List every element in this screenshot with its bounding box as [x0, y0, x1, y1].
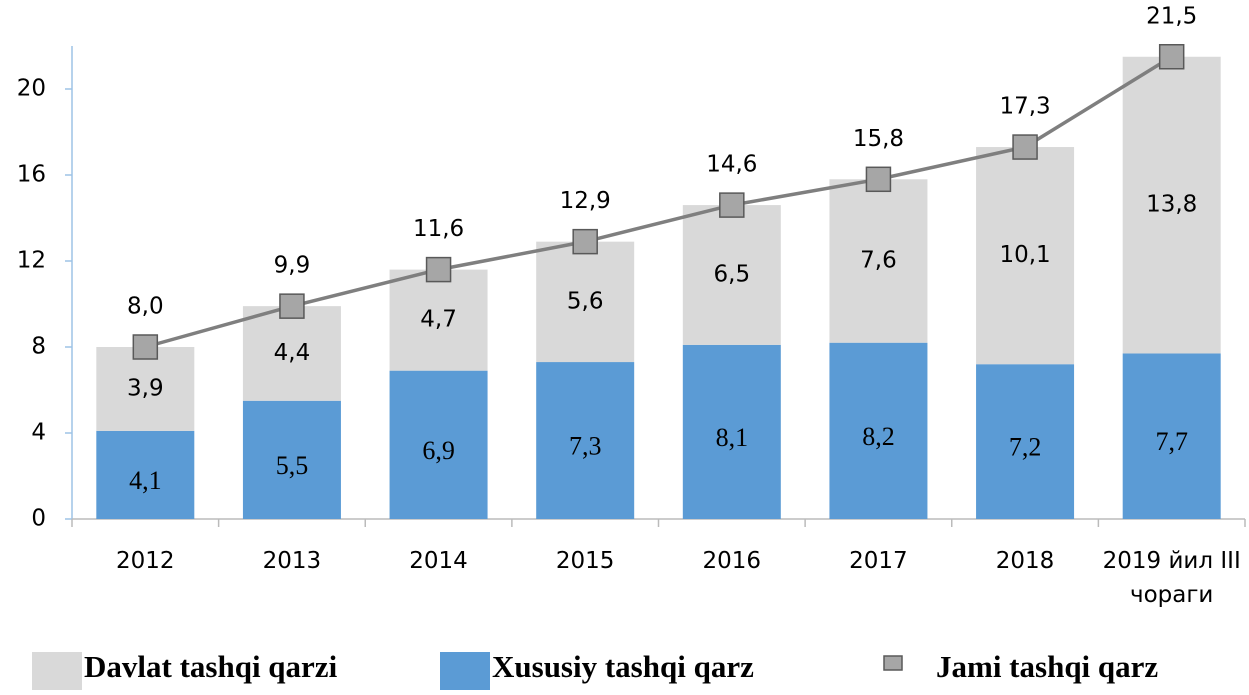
data-label: 17,3	[999, 94, 1050, 120]
data-label: 11,6	[413, 216, 464, 242]
data-label: 6,9	[422, 436, 455, 465]
data-label: 8,0	[127, 294, 164, 320]
bar-segment	[682, 344, 781, 519]
x-tick-label: 2017	[849, 548, 908, 574]
legend-swatch	[883, 655, 903, 671]
bar-segment	[976, 147, 1075, 365]
line-marker	[865, 166, 892, 193]
x-tick-label: 2013	[262, 548, 322, 574]
line-marker	[1012, 134, 1038, 160]
legend-label: Davlat tashqi qarzi	[84, 649, 338, 684]
bar-segment	[96, 430, 195, 519]
bar-segment	[389, 269, 488, 371]
data-label: 5,6	[567, 288, 604, 314]
y-tick-label: 8	[31, 334, 46, 360]
legend-swatch	[32, 652, 82, 690]
data-label: 13,8	[1146, 192, 1197, 218]
bar-segment	[536, 362, 635, 519]
x-tick-label: 2012	[116, 548, 175, 574]
x-tick-label: 2014	[409, 548, 468, 574]
y-tick-label: 12	[17, 248, 46, 274]
total-line	[144, 55, 1173, 349]
bar-segment	[829, 179, 928, 343]
bar-segment	[96, 347, 195, 431]
y-tick-label: 0	[31, 506, 46, 532]
line-marker	[425, 256, 452, 283]
y-tick-label: 20	[17, 76, 46, 102]
legend-label: Jami tashqi qarz	[936, 649, 1158, 684]
x-tick-label: 2016	[702, 548, 762, 574]
data-label: 9,9	[274, 253, 311, 279]
data-label: 8,1	[716, 423, 749, 452]
line-marker	[132, 334, 159, 360]
bar-segment	[242, 306, 341, 401]
data-label: 10,1	[999, 242, 1050, 268]
x-tick-label: 2019 йил III чораги	[1102, 548, 1241, 608]
bar-segment	[1122, 353, 1221, 519]
data-label: 4,4	[274, 340, 311, 366]
data-label: 4,1	[129, 466, 162, 495]
data-label: 4,7	[420, 307, 457, 333]
data-label: 14,6	[706, 152, 757, 178]
data-label: 15,8	[853, 126, 904, 152]
data-label: 7,7	[1155, 427, 1188, 456]
y-tick-label: 4	[31, 420, 46, 446]
data-label: 7,6	[860, 248, 897, 274]
line-marker	[572, 228, 598, 255]
bar-segment	[682, 205, 781, 345]
data-label: 8,2	[862, 422, 895, 451]
data-label: 6,5	[714, 261, 751, 287]
line-marker	[1158, 44, 1185, 70]
bar-segment	[389, 370, 488, 519]
x-tick-label: 2018	[995, 548, 1055, 574]
legend-label: Xususiy tashqi qarz	[492, 649, 754, 684]
line-marker	[719, 192, 745, 218]
legend-swatch	[440, 652, 490, 690]
line-marker	[279, 293, 305, 319]
data-label: 5,5	[276, 451, 309, 480]
data-label: 7,2	[1009, 433, 1042, 462]
data-label: 21,5	[1146, 3, 1197, 29]
x-tick-label: 2015	[555, 548, 615, 574]
bar-segment	[829, 342, 928, 519]
bar-segment	[976, 364, 1075, 519]
bar-segment	[242, 400, 341, 519]
data-label: 12,9	[560, 188, 611, 214]
y-tick-label: 16	[17, 162, 46, 188]
data-label: 7,3	[569, 431, 602, 460]
bar-segment	[536, 241, 635, 363]
bar-segment	[1122, 56, 1221, 354]
data-label: 3,9	[127, 375, 164, 401]
